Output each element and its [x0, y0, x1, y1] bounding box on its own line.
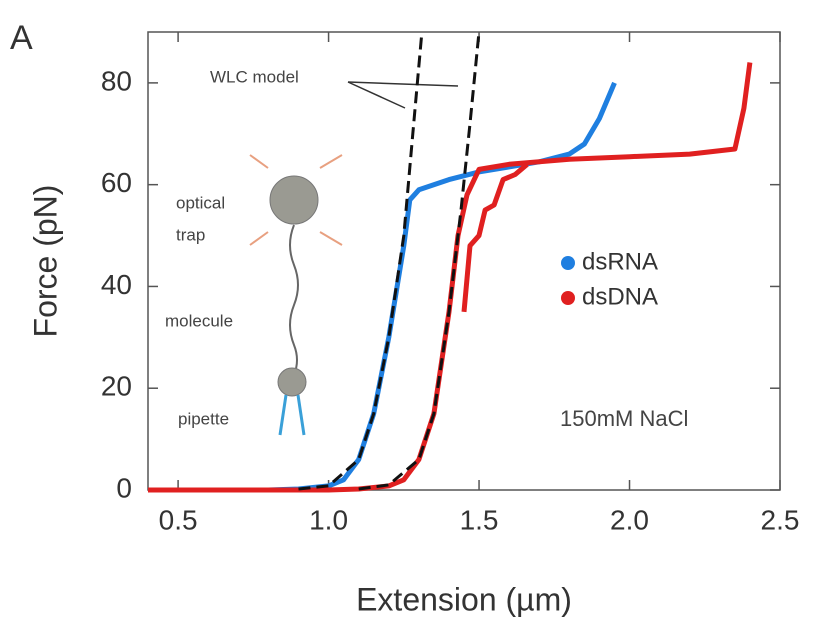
y-tick-label: 20 — [101, 371, 132, 402]
x-tick-label: 1.5 — [460, 504, 499, 535]
annotation: WLC model — [210, 67, 299, 86]
x-tick-label: 2.0 — [610, 504, 649, 535]
annotation: pipette — [178, 409, 229, 428]
data-line — [178, 81, 617, 493]
annotation: trap — [176, 225, 205, 244]
y-axis-label: Force (pN) — [27, 185, 63, 338]
annotation: 150mM NaCl — [560, 406, 688, 431]
y-tick-label: 80 — [101, 65, 132, 96]
legend-marker — [561, 291, 575, 305]
arrow — [347, 81, 459, 87]
x-tick-label: 1.0 — [309, 504, 348, 535]
inset-schematic — [249, 154, 343, 436]
y-tick-label: 60 — [101, 167, 132, 198]
annotation: molecule — [165, 311, 233, 330]
arrow — [347, 81, 406, 109]
legend-label: dsRNA — [582, 248, 658, 275]
y-tick-label: 40 — [101, 269, 132, 300]
plot-frame — [147, 31, 781, 491]
y-tick-label: 0 — [116, 472, 132, 503]
annotation: optical — [176, 193, 225, 212]
x-tick-label: 2.5 — [761, 504, 800, 535]
x-axis-label: Extension (µm) — [356, 581, 572, 617]
model-line — [298, 31, 424, 491]
model-line — [358, 31, 481, 491]
legend-marker — [561, 256, 575, 270]
legend-label: dsDNA — [582, 283, 658, 310]
x-tick-label: 0.5 — [159, 504, 198, 535]
panel-label: A — [10, 19, 33, 57]
